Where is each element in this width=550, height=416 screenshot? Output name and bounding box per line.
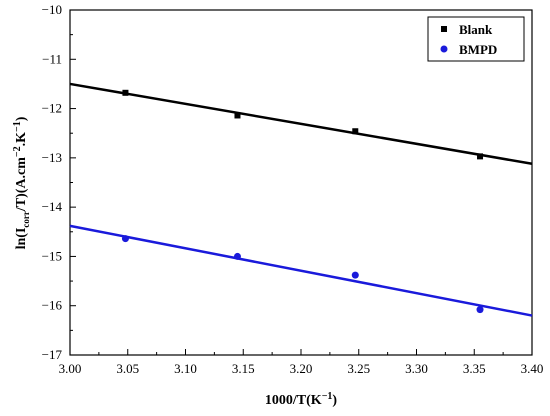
y-tick-label: −14	[42, 199, 63, 214]
data-point-bmpd	[233, 252, 241, 260]
y-tick-label: −13	[42, 150, 62, 165]
x-tick-label: 3.35	[463, 361, 486, 376]
data-point-bmpd	[476, 306, 484, 314]
y-tick-label: −17	[42, 347, 63, 362]
x-tick-label: 3.00	[59, 361, 82, 376]
fit-line-bmpd	[69, 224, 533, 317]
data-point-blank	[477, 153, 484, 160]
legend-marker-blank	[441, 26, 447, 32]
x-axis-title: 1000/T(K−1)	[265, 391, 337, 408]
y-axis: −17 −16 −15 −14 −13 −12 −11 −10	[42, 2, 76, 362]
y-tick-label: −10	[42, 2, 62, 17]
data-point-blank	[122, 89, 129, 96]
x-tick-label: 3.30	[405, 361, 428, 376]
x-tick-label: 3.25	[347, 361, 370, 376]
y-axis-title: ln(Icorr/T)(A.cm−2.K−1)	[12, 116, 31, 249]
y-tick-label: −11	[42, 51, 62, 66]
y-tick-label: −16	[42, 298, 63, 313]
x-tick-label: 3.15	[232, 361, 255, 376]
y-tick-label: −15	[42, 248, 62, 263]
x-tick-label: 3.20	[290, 361, 313, 376]
x-tick-label: 3.40	[521, 361, 544, 376]
x-tick-label: 3.05	[116, 361, 139, 376]
legend-box	[427, 16, 525, 62]
series-layer	[69, 82, 533, 317]
x-tick-label: 3.10	[174, 361, 197, 376]
data-point-bmpd	[121, 235, 129, 243]
plot-area-frame	[69, 9, 533, 356]
legend-label-bmpd: BMPD	[459, 42, 497, 57]
data-point-blank	[352, 128, 359, 135]
legend: Blank BMPD	[427, 16, 525, 62]
x-axis: 3.00 3.05 3.10 3.15 3.20 3.25 3.30 3.35 3.40	[59, 349, 544, 376]
legend-marker-bmpd	[440, 45, 448, 53]
data-point-blank	[234, 112, 241, 119]
legend-label-blank: Blank	[459, 22, 493, 37]
y-tick-label: −12	[42, 101, 62, 116]
fit-line-blank	[69, 82, 533, 166]
data-point-bmpd	[351, 271, 359, 279]
